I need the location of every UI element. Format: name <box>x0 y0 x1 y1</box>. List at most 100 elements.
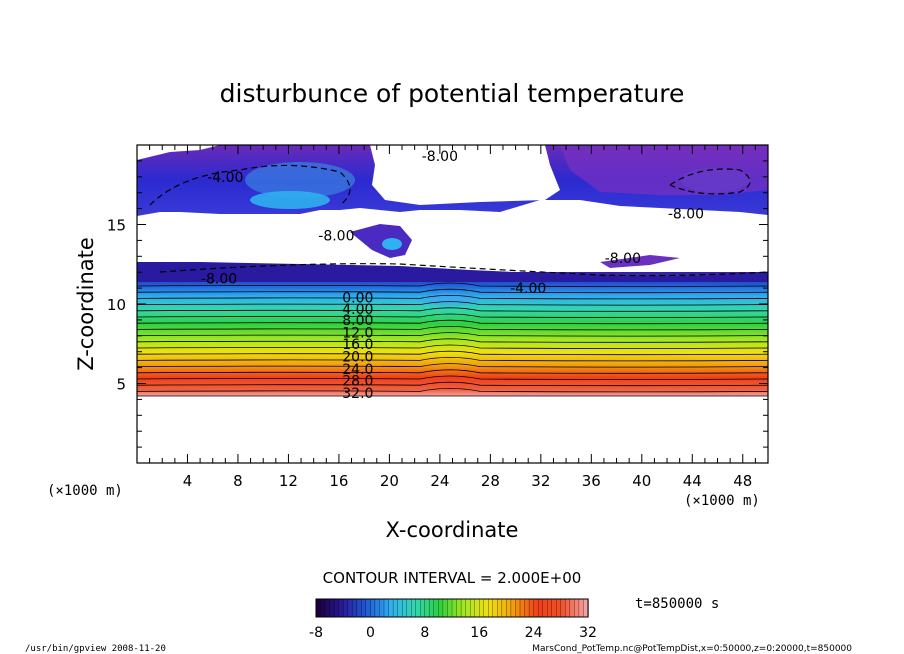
contour-line <box>137 288 768 294</box>
contour-label: -8.00 <box>668 206 704 222</box>
colorbar-strip <box>383 598 390 618</box>
colorbar-strip <box>501 598 508 618</box>
contour-line <box>137 301 768 306</box>
colorbar-strip <box>424 598 430 618</box>
colorbar-strip <box>411 598 417 618</box>
colorbar-strip <box>515 598 521 618</box>
colorbar-strip <box>438 598 444 618</box>
colorbar-strip <box>479 598 485 618</box>
footer-left: /usr/bin/gpview 2008-11-20 <box>25 644 166 654</box>
contour-line <box>137 375 768 380</box>
colorbar-strip <box>397 598 403 618</box>
colorbar-strip <box>488 598 494 618</box>
colorbar-strip <box>528 598 535 618</box>
colorbar-tick-label: 16 <box>470 625 488 641</box>
colorbar-strip <box>379 598 385 618</box>
colorbar-strip <box>560 598 566 618</box>
colorbar-strip <box>569 598 576 618</box>
colorbar-strip <box>352 598 358 618</box>
x-tick-label: 20 <box>380 472 399 490</box>
lower-white-region <box>137 396 768 463</box>
dashed-contour-upper <box>149 164 768 277</box>
contour-line <box>137 332 768 337</box>
x-tick-label: 44 <box>683 472 702 490</box>
contour-label: 20.0 <box>342 349 373 365</box>
contour-line <box>137 313 768 318</box>
contour-line <box>137 388 768 393</box>
colorbar-strip <box>474 598 480 618</box>
y-tick-label: 15 <box>107 217 126 235</box>
y-axis-label: Z-coordinate <box>74 237 98 371</box>
contour-label: -8.00 <box>605 251 641 267</box>
y-axis-ticks: 5 10 15 <box>107 160 768 448</box>
x-tick-label: 16 <box>329 472 348 490</box>
contour-label: 8.00 <box>342 313 373 329</box>
colorbar-tick-label: 32 <box>579 625 597 641</box>
time-text: t=850000 s <box>635 596 719 612</box>
colorbar-tick-label: 0 <box>366 625 375 641</box>
colorbar-strip <box>392 598 399 618</box>
contour-line <box>137 319 768 325</box>
contour-line <box>137 369 768 374</box>
contour-labels: -8.00 -4.00 -8.00 -8.00 -8.00 -8.00 -4.00 0.004… <box>201 149 704 402</box>
contour-label: -8.00 <box>201 272 237 288</box>
colorbar-strip <box>420 598 426 618</box>
colorbar-strip <box>483 598 489 618</box>
x-tick-label: 4 <box>183 472 193 490</box>
contour-line <box>137 344 768 349</box>
contour-line <box>137 326 768 331</box>
colorbar-strip <box>547 598 553 618</box>
colorbar-strip <box>433 598 440 618</box>
colorbar-strip <box>315 598 322 618</box>
colorbar-strip <box>465 598 471 618</box>
colorbar-strip <box>565 598 571 618</box>
colorbar-strip <box>542 598 548 618</box>
x-unit-left: (×1000 m) <box>47 483 123 499</box>
colorbar-strip <box>361 598 367 618</box>
colorbar-strip <box>451 598 458 618</box>
contour-line <box>137 282 768 287</box>
contour-label: -4.00 <box>510 281 546 297</box>
contour-line <box>137 295 768 300</box>
colorbar-strip <box>415 598 421 618</box>
contour-label: 0.00 <box>342 291 373 307</box>
colorbar-strip <box>324 598 331 618</box>
colorbar-strip <box>401 598 408 618</box>
x-tick-label: 48 <box>733 472 752 490</box>
x-tick-label: 8 <box>233 472 243 490</box>
chart-title: disturbunce of potential temperature <box>220 79 685 108</box>
x-tick-label: 32 <box>531 472 550 490</box>
middle-white-region <box>137 214 768 276</box>
colorbar-strip <box>510 598 517 618</box>
colorbar <box>315 598 589 618</box>
colorbar-strip <box>356 598 362 618</box>
colorbar-strip <box>578 598 585 618</box>
colorbar-strip <box>347 598 353 618</box>
x-tick-label: 40 <box>632 472 651 490</box>
contour-line <box>137 350 768 356</box>
plot-area <box>137 145 768 463</box>
colorbar-strip <box>333 598 340 618</box>
x-tick-label: 36 <box>582 472 601 490</box>
contour-label: -8.00 <box>318 229 354 245</box>
contour-label: 16.0 <box>342 337 373 353</box>
colorbar-strip <box>551 598 557 618</box>
contour-line <box>137 307 768 312</box>
contour-label: 12.0 <box>342 326 373 342</box>
colorbar-strip <box>442 598 449 618</box>
colorbar-strip <box>406 598 412 618</box>
stratified-band <box>137 272 768 396</box>
contour-line <box>137 338 768 343</box>
colorbar-strip <box>338 598 344 618</box>
colorbar-frame <box>315 598 589 618</box>
colorbar-strip <box>365 598 372 618</box>
contour-label: 4.00 <box>342 302 373 318</box>
footer-right: MarsCond_PotTemp.nc@PotTempDist,x=0:5000… <box>532 644 852 654</box>
colorbar-tick-label: 24 <box>525 625 543 641</box>
colorbar-strip <box>574 598 580 618</box>
colorbar-strip <box>497 598 503 618</box>
x-tick-label: 28 <box>481 472 500 490</box>
contour-label: 24.0 <box>342 362 373 378</box>
colorbar-strip <box>447 598 453 618</box>
